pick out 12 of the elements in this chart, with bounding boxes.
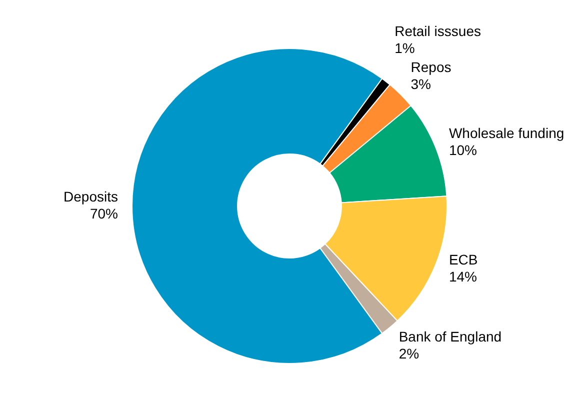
data-label: 2% xyxy=(398,346,420,362)
data-label: 10% xyxy=(448,142,477,158)
slice-label: Retail isssues xyxy=(394,23,481,40)
slice-label: Wholesale funding xyxy=(448,125,564,142)
data-label: 70% xyxy=(90,205,118,222)
data-label: 3% xyxy=(410,76,432,92)
slice-label: Repos xyxy=(410,59,452,76)
data-label: 1% xyxy=(394,40,415,56)
slice-label: ECB xyxy=(448,251,478,268)
data-label: 14% xyxy=(448,268,477,284)
slice-label: Deposits xyxy=(64,188,118,204)
slice-label: Bank of England xyxy=(398,328,502,344)
